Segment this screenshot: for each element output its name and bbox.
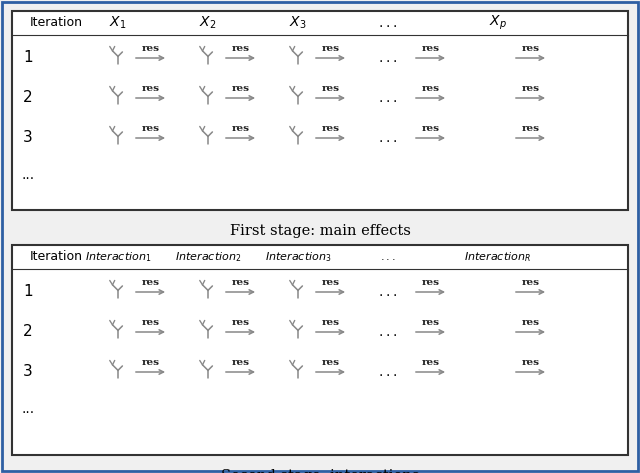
Text: Iteration: Iteration [30, 17, 83, 29]
Text: res: res [141, 278, 159, 287]
Text: res: res [522, 318, 540, 327]
Text: 3: 3 [23, 131, 33, 146]
Text: 3: 3 [23, 365, 33, 379]
Text: Iteration: Iteration [30, 251, 83, 263]
Text: $\mathit{Interaction}_2$: $\mathit{Interaction}_2$ [175, 250, 241, 264]
Text: $...$: $...$ [378, 285, 397, 299]
Text: res: res [321, 318, 339, 327]
Text: res: res [422, 278, 440, 287]
Text: res: res [321, 358, 339, 367]
Text: res: res [522, 84, 540, 93]
Text: res: res [522, 44, 540, 53]
Text: res: res [232, 358, 250, 367]
Text: $...$: $...$ [378, 51, 397, 65]
Text: ...: ... [21, 168, 35, 182]
Text: res: res [422, 358, 440, 367]
Text: res: res [422, 318, 440, 327]
Text: $\mathit{Interaction}_3$: $\mathit{Interaction}_3$ [265, 250, 332, 264]
FancyBboxPatch shape [12, 245, 628, 455]
Text: $...$: $...$ [380, 252, 396, 262]
Text: res: res [522, 124, 540, 133]
Text: 2: 2 [23, 90, 33, 105]
Text: $...$: $...$ [378, 16, 397, 30]
Text: res: res [522, 358, 540, 367]
Text: res: res [141, 318, 159, 327]
Text: $...$: $...$ [378, 91, 397, 105]
Text: res: res [232, 44, 250, 53]
Text: 1: 1 [23, 51, 33, 65]
Text: $...$: $...$ [378, 365, 397, 379]
Text: res: res [321, 124, 339, 133]
Text: $X_p$: $X_p$ [489, 14, 507, 32]
Text: res: res [232, 124, 250, 133]
Text: res: res [422, 44, 440, 53]
Text: res: res [422, 84, 440, 93]
Text: 2: 2 [23, 324, 33, 340]
Text: 1: 1 [23, 284, 33, 299]
Text: res: res [522, 278, 540, 287]
Text: res: res [141, 84, 159, 93]
Text: res: res [422, 124, 440, 133]
Text: res: res [321, 44, 339, 53]
Text: res: res [141, 358, 159, 367]
Text: $\mathit{Interaction}_R$: $\mathit{Interaction}_R$ [465, 250, 531, 264]
Text: res: res [232, 278, 250, 287]
Text: First stage: main effects: First stage: main effects [230, 224, 410, 238]
Text: $...$: $...$ [378, 325, 397, 339]
Text: res: res [141, 124, 159, 133]
Text: Second stage: interactions: Second stage: interactions [221, 469, 419, 473]
Text: res: res [321, 278, 339, 287]
Text: res: res [232, 318, 250, 327]
Text: ...: ... [21, 402, 35, 416]
Text: $\mathit{Interaction}_1$: $\mathit{Interaction}_1$ [84, 250, 151, 264]
Text: $X_2$: $X_2$ [199, 15, 217, 31]
Text: $...$: $...$ [378, 131, 397, 145]
Text: res: res [232, 84, 250, 93]
Text: res: res [141, 44, 159, 53]
Text: res: res [321, 84, 339, 93]
FancyBboxPatch shape [12, 11, 628, 210]
Text: $X_1$: $X_1$ [109, 15, 127, 31]
Text: $X_3$: $X_3$ [289, 15, 307, 31]
